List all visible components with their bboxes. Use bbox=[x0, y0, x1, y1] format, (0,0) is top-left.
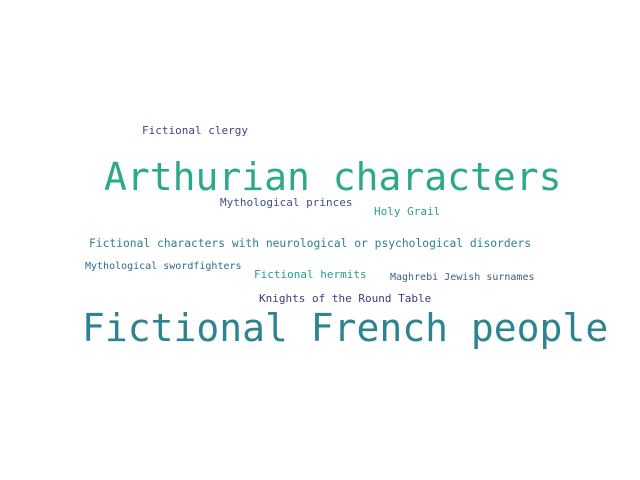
word-knights-of-the-round-table: Knights of the Round Table bbox=[259, 292, 432, 305]
word-maghrebi-jewish-surnames: Maghrebi Jewish surnames bbox=[390, 272, 535, 283]
word-mythological-swordfighters: Mythological swordfighters bbox=[85, 261, 242, 272]
word-fictional-hermits: Fictional hermits bbox=[254, 268, 367, 281]
word-fictional-french-people: Fictional French people bbox=[82, 306, 609, 350]
word-fictional-characters-disorders: Fictional characters with neurological o… bbox=[89, 237, 532, 250]
word-fictional-clergy: Fictional clergy bbox=[142, 124, 248, 137]
word-mythological-princes: Mythological princes bbox=[220, 196, 353, 209]
word-holy-grail: Holy Grail bbox=[374, 205, 441, 218]
word-arthurian-characters: Arthurian characters bbox=[104, 155, 562, 199]
